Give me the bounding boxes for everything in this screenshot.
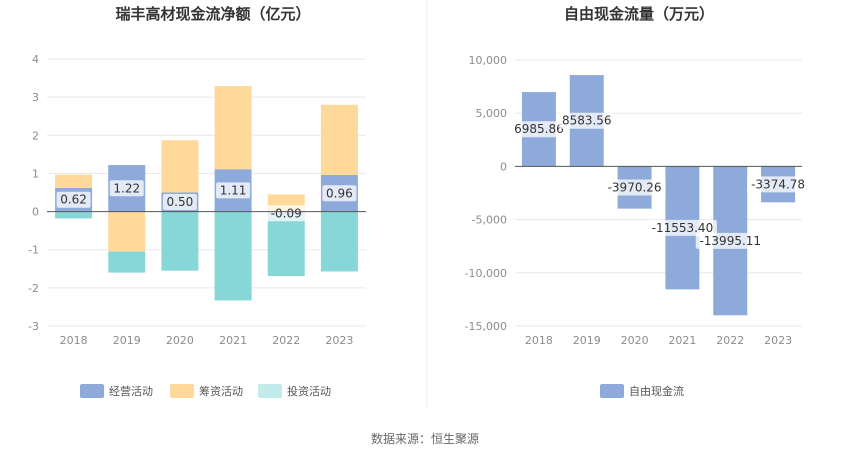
y-tick-label: -5,000 — [472, 214, 507, 227]
cash-flow-data-labels: 0.62 1.22 0.50 1.11 -0.09 0.96 — [56, 180, 357, 222]
x-tick-label: 2022 — [272, 334, 300, 347]
x-tick-label: 2020 — [621, 334, 649, 347]
cash-flow-legend: 经营活动 筹资活动 投资活动 — [80, 384, 331, 398]
x-tick-label: 2019 — [113, 334, 141, 347]
cash-flow-chart-title: 瑞丰高材现金流净额（亿元） — [115, 5, 310, 23]
data-label-background — [647, 219, 717, 236]
data-label: -3374.78 — [751, 177, 805, 191]
bar-筹资活动-2018 — [55, 174, 93, 188]
y-tick-label: 2 — [32, 129, 39, 142]
data-label-background — [695, 232, 765, 249]
y-tick-label: 3 — [32, 91, 39, 104]
data-label-background — [603, 179, 666, 196]
x-tick-label: 2019 — [573, 334, 601, 347]
bar-筹资活动-2020 — [161, 140, 199, 193]
legend-label: 投资活动 — [287, 384, 331, 398]
bar-投资活动-2018 — [55, 211, 93, 219]
data-label-background — [56, 191, 91, 208]
y-tick-label: -2 — [28, 282, 39, 295]
data-label-background — [109, 180, 144, 197]
data-label: -11553.40 — [652, 221, 714, 235]
data-label-background — [216, 182, 251, 199]
y-tick-label: 1 — [32, 167, 39, 180]
x-tick-label: 2020 — [166, 334, 194, 347]
data-label: -0.09 — [271, 206, 302, 220]
cash-flow-axes: 4 3 2 1 0 -1 -2 -3 2018 2019 2020 2021 2022 2023 — [28, 53, 366, 347]
x-tick-label: 2022 — [716, 334, 744, 347]
data-label-background — [265, 205, 307, 222]
legend-swatch — [80, 384, 104, 398]
bar-投资活动-2021 — [214, 211, 252, 301]
y-tick-label: -1 — [28, 244, 39, 257]
bar-投资活动-2020 — [161, 211, 199, 271]
cash-flow-bars — [55, 86, 358, 301]
x-tick-label: 2018 — [60, 334, 88, 347]
legend-label: 经营活动 — [109, 384, 153, 398]
free-cash-flow-legend: 自由现金流 — [600, 384, 684, 398]
free-cash-flow-chart-title: 自由现金流量（万元） — [564, 5, 714, 23]
legend-swatch — [170, 384, 194, 398]
bar-投资活动-2019 — [108, 251, 146, 273]
data-source-note: 数据来源：恒生聚源 — [371, 431, 479, 446]
data-label: 0.62 — [60, 193, 87, 207]
data-label-background — [322, 185, 357, 202]
x-tick-label: 2023 — [764, 334, 792, 347]
x-tick-label: 2023 — [325, 334, 353, 347]
cash-flow-gridlines — [47, 58, 366, 327]
x-tick-label: 2021 — [219, 334, 247, 347]
y-tick-label: -3 — [28, 320, 39, 333]
bar-筹资活动-2021 — [214, 86, 252, 170]
legend-swatch — [258, 384, 282, 398]
y-tick-label: 0 — [32, 206, 39, 219]
data-label: 0.50 — [167, 195, 194, 209]
y-tick-label: 4 — [32, 53, 39, 66]
bar-投资活动-2022 — [267, 215, 305, 277]
data-label-background — [559, 112, 615, 129]
data-label: 1.22 — [113, 181, 140, 195]
data-label: -3970.26 — [608, 181, 662, 195]
bar-投资活动-2023 — [320, 211, 358, 272]
data-label: -13995.11 — [699, 234, 761, 248]
data-label-background — [511, 121, 567, 138]
x-tick-label: 2021 — [668, 334, 696, 347]
data-label-background — [162, 194, 197, 211]
y-tick-label: -10,000 — [465, 267, 507, 280]
legend-label: 筹资活动 — [199, 384, 243, 398]
y-tick-label: -15,000 — [465, 320, 507, 333]
y-tick-label: 10,000 — [469, 54, 508, 67]
free-cash-flow-gridlines — [515, 59, 802, 327]
x-tick-label: 2018 — [525, 334, 553, 347]
legend-swatch — [600, 384, 624, 398]
y-tick-label: 5,000 — [476, 107, 508, 120]
legend-label: 自由现金流 — [629, 384, 684, 398]
data-label: 6985.86 — [514, 122, 564, 136]
data-label-background — [747, 176, 810, 193]
bar-筹资活动-2019 — [108, 211, 146, 252]
data-label: 1.11 — [220, 183, 247, 197]
data-label: 0.96 — [326, 186, 353, 200]
data-label: 8583.56 — [562, 114, 612, 128]
y-tick-label: 0 — [500, 160, 507, 173]
cash-flow-chart: 瑞丰高材现金流净额（亿元） 0.621.220.501.11-0.090.96 … — [28, 5, 366, 398]
bar-筹资活动-2023 — [320, 104, 358, 175]
free-cash-flow-axes: 10,000 5,000 0 -5,000 -10,000 -15,000 2018 2019… — [465, 54, 802, 347]
